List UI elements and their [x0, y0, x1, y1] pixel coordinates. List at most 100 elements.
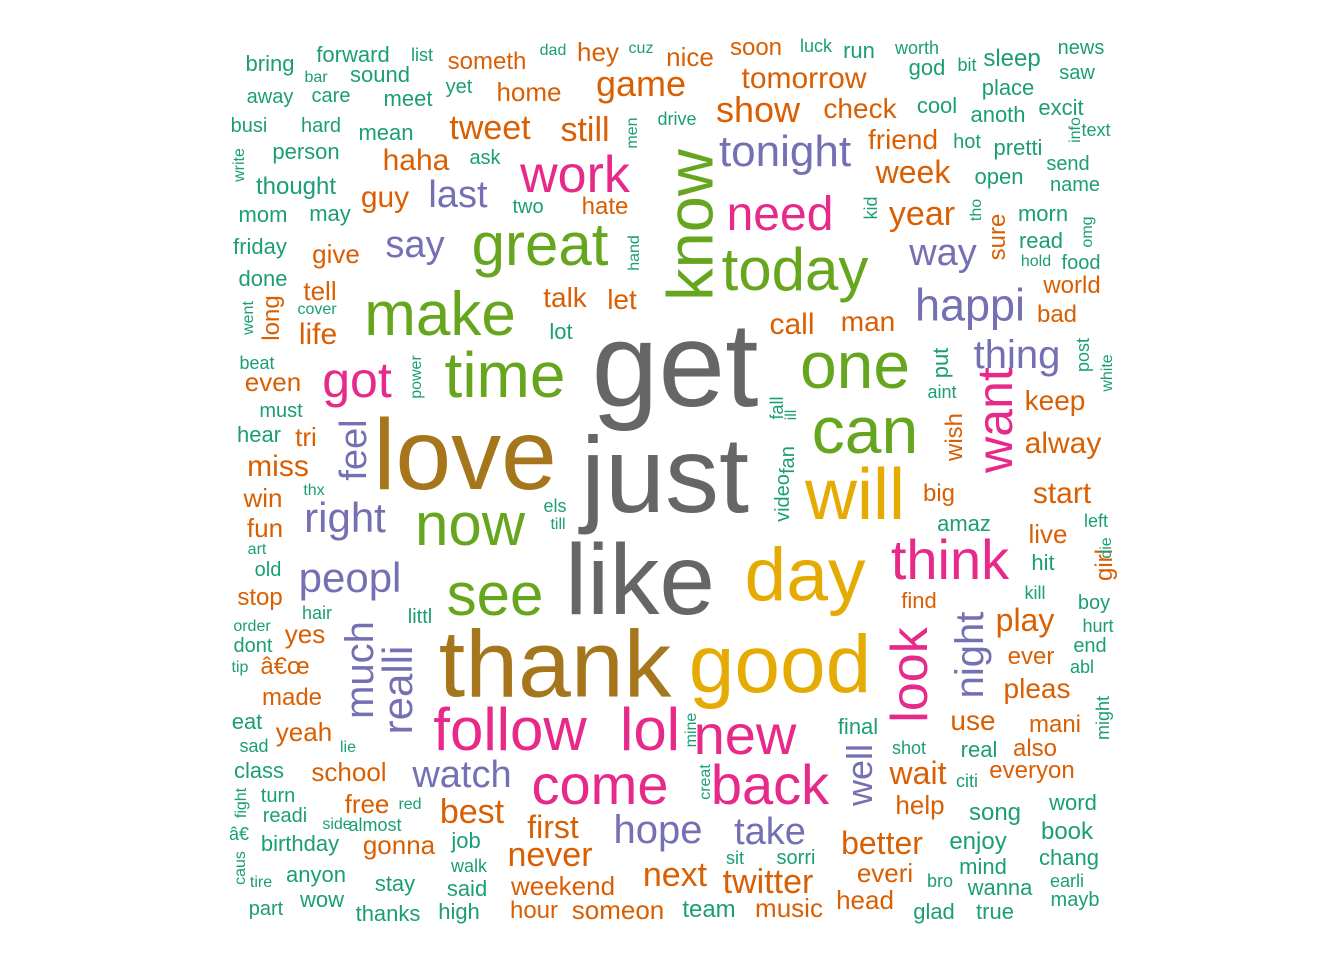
word-18: lol [619, 696, 681, 763]
word-227: kid [861, 196, 881, 220]
word-70: check [823, 93, 897, 124]
word-147: stay [374, 871, 416, 896]
word-173: boy [1077, 592, 1111, 614]
word-143: anyon [286, 862, 346, 887]
word-89: fun [246, 513, 284, 543]
word-174: hurt [1082, 616, 1114, 636]
word-58: tomorrow [741, 62, 867, 95]
word-23: look [881, 627, 939, 723]
word-153: sorri [776, 847, 816, 869]
word-61: call [769, 308, 815, 341]
word-179: saw [1059, 62, 1095, 84]
word-128: done [238, 266, 288, 291]
word-77: hour [509, 897, 559, 924]
word-166: real [960, 737, 998, 762]
word-49: best [439, 793, 505, 831]
word-242: creat [697, 764, 714, 800]
word-130: two [512, 196, 544, 218]
word-59: guy [360, 181, 410, 214]
word-102: hate [581, 193, 629, 220]
word-53: better [841, 825, 923, 861]
word-114: forward [316, 42, 390, 67]
word-122: mean [358, 120, 414, 145]
word-35: thing [973, 333, 1061, 377]
word-54: first [527, 809, 579, 845]
word-17: follow [433, 696, 587, 763]
word-183: worth [894, 38, 940, 58]
word-7: will [805, 455, 905, 535]
word-240: might [1093, 695, 1113, 741]
word-95: yes [284, 619, 326, 649]
word-215: tip [231, 659, 249, 676]
word-133: must [259, 400, 303, 422]
word-243: caus [232, 851, 249, 885]
word-241: mine [683, 712, 700, 748]
word-81: help [895, 790, 945, 820]
word-74: weekend [510, 871, 616, 901]
word-91: home [496, 77, 562, 107]
word-79: yeah [275, 717, 333, 747]
word-188: anoth [970, 102, 1026, 127]
word-193: hot [953, 131, 981, 153]
word-156: mind [959, 854, 1007, 879]
word-113: also [1012, 735, 1058, 762]
word-83: everi [856, 858, 914, 888]
word-195: open [974, 164, 1024, 189]
word-116: bring [245, 51, 295, 76]
word-163: mayb [1050, 889, 1100, 911]
word-94: soon [729, 34, 783, 61]
word-62: life [298, 318, 338, 351]
word-19: come [531, 753, 669, 816]
word-43: well [839, 743, 880, 807]
word-9: can [811, 393, 919, 467]
word-78: school [311, 757, 387, 787]
word-191: send [1046, 153, 1090, 175]
word-202: dad [539, 42, 567, 59]
word-146: thanks [355, 901, 421, 926]
word-21: back [710, 753, 830, 816]
word-239: die [1098, 537, 1115, 559]
word-151: job [451, 828, 481, 853]
word-47: still [560, 111, 610, 149]
word-142: birthday [260, 831, 340, 856]
word-233: white [1099, 354, 1116, 392]
word-63: miss [247, 450, 309, 483]
word-164: word [1049, 790, 1097, 815]
word-45: game [595, 63, 687, 104]
word-155: enjoy [949, 828, 1007, 855]
word-154: sit [726, 848, 744, 868]
word-134: hear [236, 422, 282, 447]
word-73: use [950, 705, 996, 736]
word-100: ever [1007, 643, 1055, 670]
word-192: name [1049, 174, 1101, 196]
word-50: next [642, 856, 708, 894]
word-197: read [1018, 228, 1064, 253]
word-204: list [411, 45, 433, 65]
word-6: day [744, 532, 866, 617]
word-196: morn [1017, 201, 1069, 226]
word-232: post [1073, 337, 1093, 373]
word-194: pretti [993, 135, 1043, 160]
word-244: fight [233, 787, 250, 819]
word-186: luck [799, 36, 833, 56]
word-208: beat [239, 353, 275, 373]
word-106: live [1028, 519, 1068, 549]
word-222: â€ [228, 824, 250, 844]
word-69: man [840, 306, 896, 337]
word-209: thx [303, 482, 325, 499]
word-80: gonna [362, 830, 436, 860]
word-137: eat [231, 709, 263, 734]
word-187: cool [916, 93, 958, 118]
word-38: take [734, 811, 806, 853]
word-101: everyon [989, 757, 1075, 784]
word-126: may [309, 201, 351, 226]
word-40: last [428, 174, 488, 216]
word-203: cuz [628, 40, 654, 57]
word-30: right [304, 494, 386, 541]
word-210: els [543, 496, 567, 516]
word-152: walk [450, 856, 488, 876]
word-238: ill [783, 409, 800, 421]
word-39: say [385, 224, 445, 266]
word-236: fan [777, 446, 799, 474]
word-129: ask [469, 147, 501, 169]
